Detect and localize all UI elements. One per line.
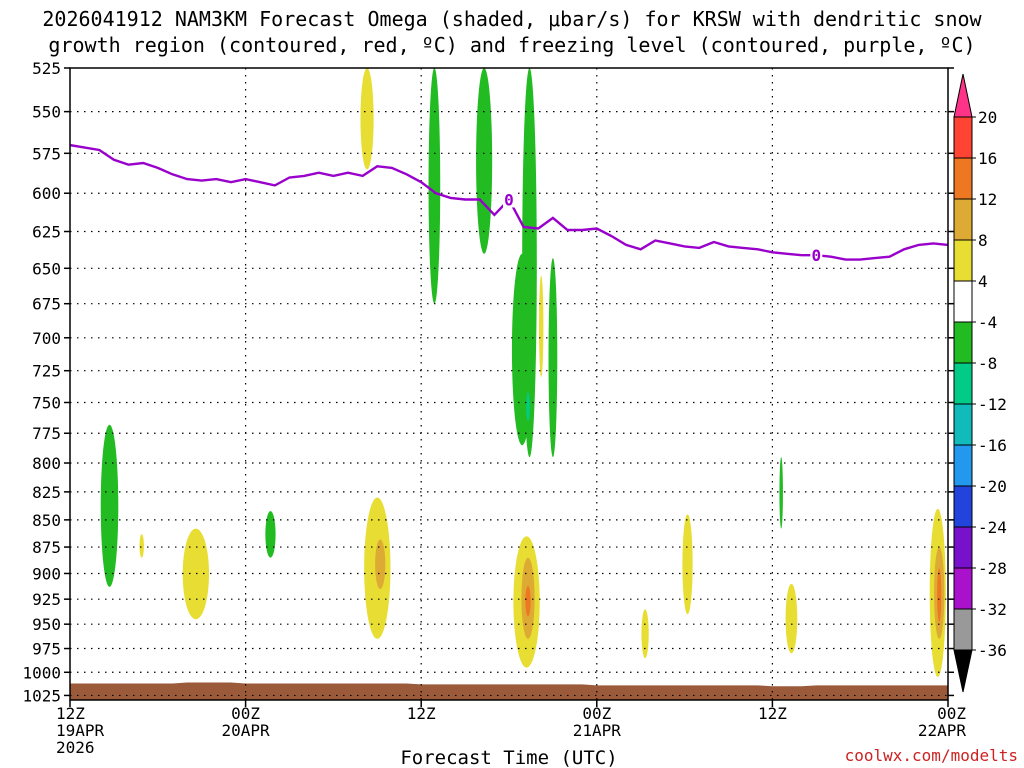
y-tick-label-625: 625	[32, 223, 61, 242]
y-tick-label-950: 950	[32, 615, 61, 634]
y-tick-label-725: 725	[32, 362, 61, 381]
colorbar-label-11: -28	[978, 559, 1007, 578]
chart-title: 2026041912 NAM3KM Forecast Omega (shaded…	[0, 6, 1024, 58]
y-tick-label-850: 850	[32, 511, 61, 530]
omega-region-yellow-hr39	[641, 609, 649, 659]
y-tick-label-675: 675	[32, 295, 61, 314]
y-tick-label-775: 775	[32, 424, 61, 443]
y-tick-label-575: 575	[32, 144, 61, 163]
omega-region-orange-hr21	[375, 539, 386, 589]
omega-region-green-hr33	[548, 258, 558, 458]
freezing-level-labels: 00	[503, 190, 823, 265]
y-tick-label-750: 750	[32, 393, 61, 412]
colorbar-swatch-10	[953, 485, 973, 528]
omega-region-green-hr24	[428, 68, 441, 304]
colorbar-swatch-11	[953, 526, 973, 569]
colorbar-label-10: -24	[978, 518, 1007, 537]
colorbar-swatch-5	[953, 280, 973, 323]
x-tick-label-48-1: 12Z	[758, 704, 787, 723]
omega-region-darkorange-hr59	[937, 568, 942, 623]
title-line-1: 2026041912 NAM3KM Forecast Omega (shaded…	[42, 7, 982, 31]
colorbar-swatch-9	[953, 444, 973, 487]
y-tick-label-900: 900	[32, 564, 61, 583]
colorbar-swatch-2	[953, 157, 973, 200]
freezing-level-label-0: 0	[504, 190, 514, 209]
y-tick-label-975: 975	[32, 640, 61, 659]
y-tick-label-650: 650	[32, 259, 61, 278]
grid-lines	[70, 68, 948, 700]
x-tick-label-0-1: 12Z	[56, 704, 85, 723]
colorbar-swatch-7	[953, 362, 973, 405]
y-tick-label-925: 925	[32, 590, 61, 609]
y-tick-label-1025: 1025	[22, 686, 61, 705]
colorbar-swatch-6	[953, 321, 973, 364]
colorbar-label-2: 12	[978, 190, 997, 209]
colorbar-label-4: 4	[978, 272, 988, 291]
colorbar-label-7: -12	[978, 395, 1007, 414]
y-tick-label-600: 600	[32, 184, 61, 203]
freezing-label-bg-1	[810, 246, 823, 264]
colorbar-swatch-3	[953, 198, 973, 241]
omega-region-green-hr13	[265, 511, 276, 558]
y-tick-label-550: 550	[32, 103, 61, 122]
colorbar-label-12: -32	[978, 600, 1007, 619]
omega-shading	[100, 68, 946, 677]
omega-region-darkorange-hr31	[525, 585, 531, 617]
colorbar-swatch-12	[953, 567, 973, 610]
x-tick-label-60-2: 22APR	[918, 721, 967, 740]
colorbar-swatch-8	[953, 403, 973, 446]
y-tick-label-800: 800	[32, 454, 61, 473]
colorbar-label-0: 20	[978, 108, 997, 127]
colorbar: 20 16 12 8 4 -4 -8 -12 -16 -20 -24 -28 -32 -36	[953, 73, 1007, 693]
x-tick-label-12-2: 20APR	[222, 721, 271, 740]
x-axis-label: Forecast Time (UTC)	[400, 747, 617, 768]
x-tick-label-0-2: 19APR	[56, 721, 105, 740]
credit-text: coolwx.com/modelts	[844, 746, 1018, 765]
x-tick-label-60-1: 00Z	[937, 704, 966, 723]
colorbar-bottom-arrow	[953, 649, 973, 693]
omega-region-yellow-hr32-mid	[538, 275, 544, 378]
colorbar-label-5: -4	[978, 313, 997, 332]
colorbar-label-3: 8	[978, 231, 988, 250]
y-tick-label-875: 875	[32, 538, 61, 557]
x-tick-label-12-1: 00Z	[231, 704, 260, 723]
omega-region-green-hr30-mid	[511, 253, 533, 446]
colorbar-label-8: -16	[978, 436, 1007, 455]
plot-frame	[69, 67, 949, 701]
colorbar-swatch-13	[953, 608, 973, 651]
colorbar-label-6: -8	[978, 354, 997, 373]
y-tick-label-825: 825	[32, 483, 61, 502]
omega-region-green-hr2	[100, 424, 119, 587]
y-axis: 525 550 575 600 625 650 675 700 725 750 775 800 825 8…	[22, 59, 954, 705]
freezing-level	[70, 143, 948, 261]
omega-region-yellow-hr42	[682, 514, 693, 615]
y-tick-label-700: 700	[32, 329, 61, 348]
freezing-level-line	[70, 143, 948, 261]
title-line-2: growth region (contoured, red, ºC) and f…	[48, 33, 976, 57]
freezing-level-label-1: 0	[811, 246, 821, 265]
x-tick-label-36-2: 21APR	[573, 721, 622, 740]
omega-region-teal-hr31	[526, 392, 530, 422]
x-tick-label-0-3: 2026	[56, 738, 95, 757]
y-tick-label-1000: 1000	[22, 663, 61, 682]
colorbar-swatch-1	[953, 116, 973, 159]
omega-region-green-hr48	[779, 457, 783, 529]
omega-region-yellow-hr49	[785, 583, 798, 654]
omega-region-yellow-hr8	[182, 528, 210, 620]
y-tick-label-525: 525	[32, 59, 61, 78]
omega-region-green-hr28	[476, 68, 493, 254]
x-tick-label-36-1: 00Z	[582, 704, 611, 723]
freezing-label-bg-0	[503, 190, 515, 208]
colorbar-label-9: -20	[978, 477, 1007, 496]
x-tick-label-24-1: 12Z	[407, 704, 436, 723]
omega-region-yellow-hr5	[139, 534, 144, 558]
colorbar-label-1: 16	[978, 149, 997, 168]
plot-area	[70, 68, 948, 700]
colorbar-swatch-4	[953, 239, 973, 282]
colorbar-label-13: -36	[978, 641, 1007, 660]
omega-region-yellow-hr19-upper	[360, 68, 374, 170]
colorbar-top-arrow	[953, 73, 973, 118]
